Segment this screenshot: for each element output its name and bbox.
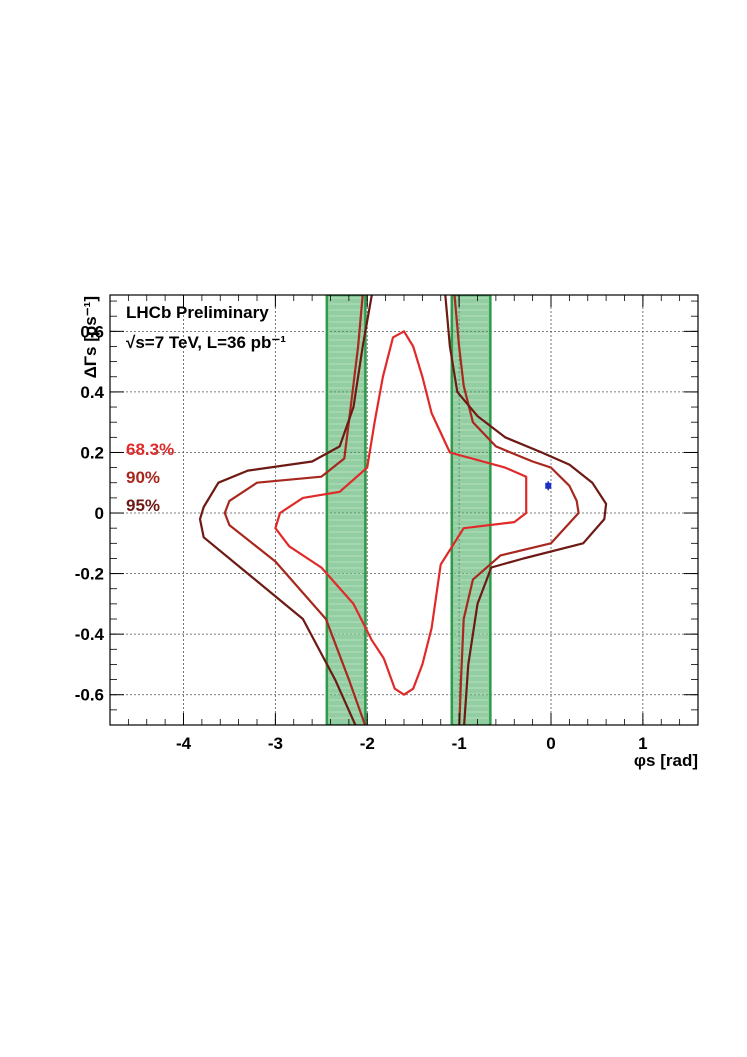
contour-90-1 [223, 295, 367, 725]
x-tick-label: 0 [546, 734, 555, 753]
legend-683: 68.3% [126, 440, 174, 459]
contours-layer [198, 295, 608, 725]
contour-683-1 [274, 330, 528, 696]
y-tick-label: -0.4 [75, 625, 105, 644]
x-tick-label: -3 [268, 734, 283, 753]
ticks-layer: -4 -3 -2 -1 0 1 -0.6 -0.4 -0.2 0 0.2 0.4 0.6 [75, 295, 699, 753]
x-tick-label: -2 [360, 734, 375, 753]
x-tick-label: -1 [452, 734, 467, 753]
x-axis-title: φs [rad] [634, 751, 698, 770]
y-tick-label: 0 [95, 504, 104, 523]
legend-95: 95% [126, 496, 160, 515]
y-tick-label: -0.2 [75, 565, 104, 584]
x-tick-label: -4 [176, 734, 192, 753]
x-tick-label: 1 [638, 734, 647, 753]
grid [110, 295, 698, 725]
y-tick-label: 0.2 [80, 443, 104, 462]
y-tick-label: 0.6 [80, 322, 104, 341]
y-axis-title: ΔΓs [ps⁻¹] [81, 296, 100, 378]
exclusion-band-2 [450, 295, 492, 725]
contour-95-2 [444, 295, 608, 725]
best-fit-layer [545, 481, 552, 491]
legend-90: 90% [126, 468, 160, 487]
conditions-label: √s=7 TeV, L=36 pb⁻¹ [126, 333, 286, 352]
best-fit-point [545, 482, 552, 489]
contour-95-1 [198, 295, 373, 725]
experiment-label: LHCb Preliminary [126, 303, 269, 322]
y-tick-label: -0.6 [75, 686, 104, 705]
y-tick-label: 0.4 [80, 383, 104, 402]
